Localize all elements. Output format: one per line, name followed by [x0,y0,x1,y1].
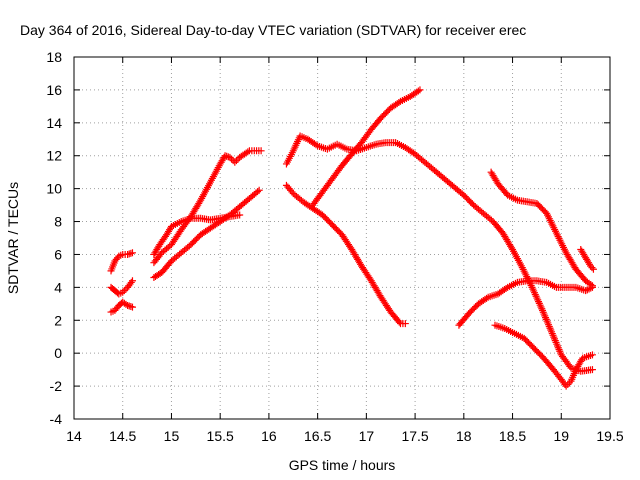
y-tick-label: 14 [46,115,62,131]
data-point [231,158,239,166]
series-arc-11 [487,168,596,290]
data-point [401,320,409,328]
data-point [128,277,136,285]
x-tick-label: 18.5 [499,428,526,444]
data-point [127,278,135,286]
data-point [582,287,590,295]
y-tick-label: 6 [54,246,62,262]
x-tick-labels: 14 14.5 15 15.5 16 16.5 17 17.5 18 18.5 19 19.5 [66,428,624,444]
data-point [588,282,596,290]
data-point [244,148,252,156]
data-point [588,366,596,374]
data-point [583,286,591,294]
data-point [120,287,128,295]
data-series [107,86,597,390]
x-tick-label: 19.5 [596,428,623,444]
series-arc-13 [577,246,597,273]
data-point [128,303,136,311]
y-tick-labels: -4 -2 0 2 4 6 8 10 12 14 16 18 [46,49,62,427]
plot-frame [73,56,611,420]
data-point [588,351,596,359]
data-point [257,147,265,155]
x-tick-label: 15 [164,428,180,444]
y-tick-label: 8 [54,214,62,230]
data-point [502,284,510,292]
series-arc-10 [455,277,596,329]
data-point [255,186,263,194]
y-tick-label: -4 [50,411,63,427]
data-point [226,153,234,161]
series-arc-6 [150,186,263,281]
series-arc-12 [491,321,596,390]
data-point [416,86,424,94]
data-point [119,288,127,296]
series-arc-2 [107,277,136,298]
data-point [122,300,130,308]
x-tick-label: 14.5 [109,428,136,444]
series-arc-9 [309,86,424,209]
axis-ticks [73,56,611,420]
y-tick-label: 12 [46,148,62,164]
x-tick-label: 19 [553,428,569,444]
data-point [588,264,596,272]
x-tick-label: 15.5 [207,428,234,444]
x-axis-label: GPS time / hours [289,457,396,473]
data-point [288,188,296,196]
data-point [395,318,403,326]
series-arc-5 [150,147,265,267]
x-tick-label: 18 [456,428,472,444]
chart-title: Day 364 of 2016, Sidereal Day-to-day VTE… [20,22,526,38]
series-arc-7 [282,181,409,328]
series-arc-1 [107,249,136,275]
x-tick-label: 17.5 [401,428,428,444]
y-tick-label: -2 [50,378,63,394]
data-point [564,380,572,388]
data-point [587,280,595,288]
y-tick-label: 2 [54,312,62,328]
y-tick-label: 10 [46,181,62,197]
data-point [565,379,573,387]
y-tick-label: 18 [46,49,62,65]
grid [74,57,610,419]
data-point [395,99,403,107]
data-point [236,211,244,219]
series-arc-8 [282,132,596,375]
data-point [228,155,236,163]
series-arc-3 [107,298,136,316]
x-tick-label: 17 [359,428,375,444]
y-tick-label: 0 [54,345,62,361]
data-point [483,294,491,302]
x-tick-label: 16.5 [304,428,331,444]
x-tick-label: 14 [66,428,82,444]
y-tick-label: 16 [46,82,62,98]
y-tick-label: 4 [54,279,62,295]
x-tick-label: 16 [261,428,277,444]
data-point [232,157,240,165]
y-axis-label: SDTVAR / TECUs [5,182,21,294]
data-point [128,249,136,257]
data-point [562,382,570,390]
data-point [414,87,422,95]
data-point [254,188,262,196]
data-point [589,265,597,273]
data-point [312,141,320,149]
